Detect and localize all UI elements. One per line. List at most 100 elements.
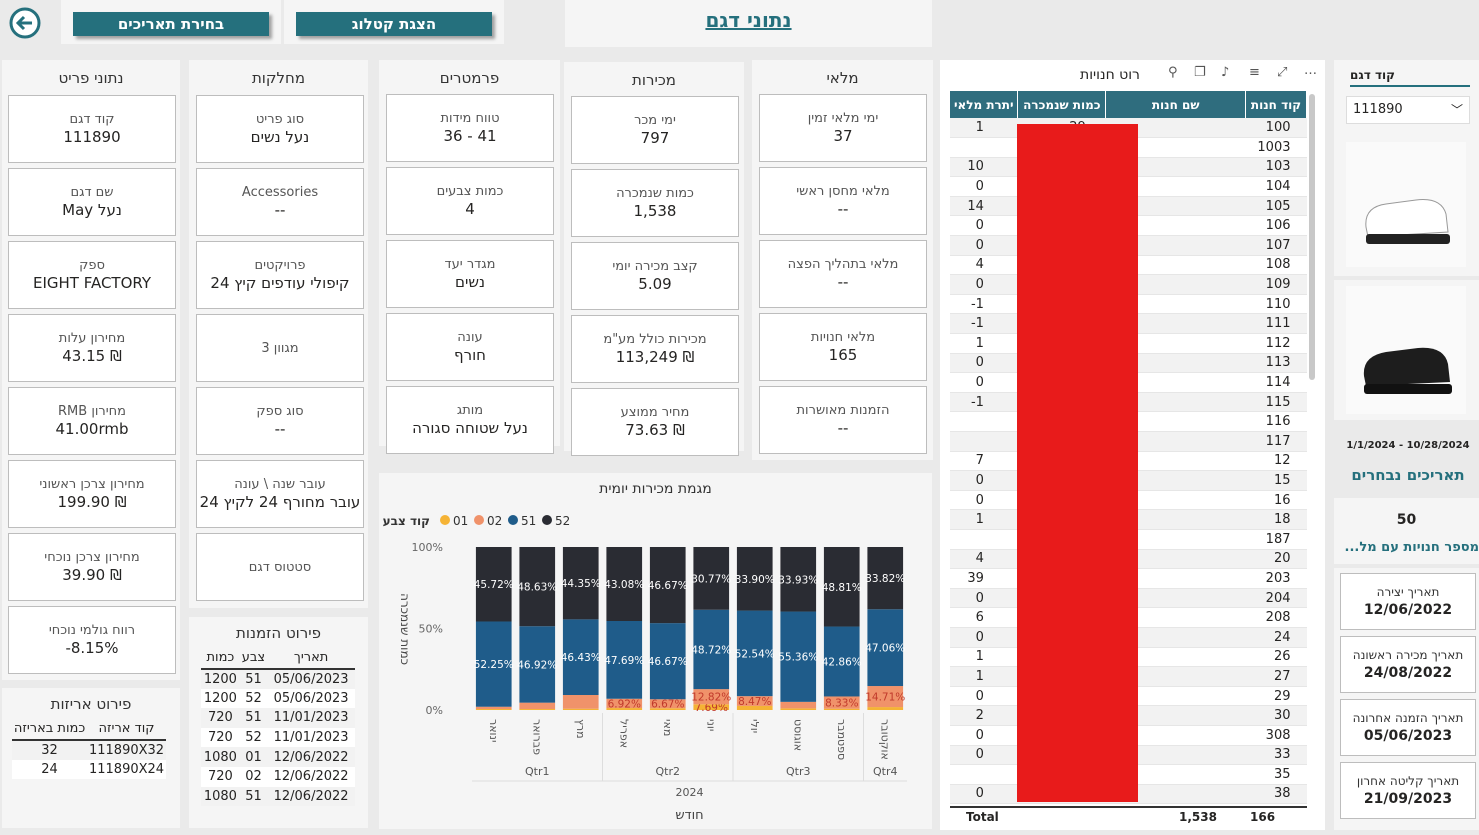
store-stock-cell <box>950 529 1018 550</box>
orders-cell: 1080 <box>201 747 240 767</box>
data-label: 48.81% <box>822 582 862 594</box>
param-card-value: נשים <box>455 273 485 291</box>
stock-card[interactable]: מלאי בתהליך הפצה -- <box>759 240 927 308</box>
data-label: 6.67% <box>651 699 684 711</box>
select-dates-button[interactable]: בחירת תאריכים <box>73 12 269 36</box>
store-name-cell <box>1105 157 1246 178</box>
item-card[interactable]: מחירון עלות 43.15 ₪ <box>8 314 176 382</box>
stock-card[interactable]: מלאי מחסן ראשי -- <box>759 167 927 235</box>
sales-card-value: 797 <box>640 129 670 147</box>
bar-segment-51 <box>519 626 556 703</box>
store-name-cell <box>1105 607 1246 628</box>
orders-row[interactable]: 720 52 11/01/2023 <box>201 727 355 748</box>
data-label: 33.82% <box>865 573 905 585</box>
item-card-value: 111890 <box>63 128 121 146</box>
item-card[interactable]: ספק EIGHT FACTORY <box>8 241 176 309</box>
packaging-cell: 111890X24 <box>87 759 166 780</box>
param-card[interactable]: מגדר יעד נשים <box>386 240 554 308</box>
packaging-row[interactable]: 32 111890X32 <box>12 740 166 760</box>
sales-card[interactable]: מחיר ממוצע 73.63 ₪ <box>571 388 739 456</box>
orders-row[interactable]: 1080 51 12/06/2022 <box>201 786 355 807</box>
sales-card-label: מחיר ממוצע <box>620 405 690 420</box>
orders-row[interactable]: 1200 51 05/06/2023 <box>201 669 355 689</box>
packaging-header-code[interactable]: קוד אריזה <box>87 718 166 741</box>
orders-row[interactable]: 720 02 12/06/2022 <box>201 766 355 787</box>
stock-card-label: מלאי חנויות <box>810 330 876 345</box>
bar-segment-51 <box>606 621 643 699</box>
stores-total-sold: 1,538 <box>1179 810 1217 824</box>
copy-icon[interactable]: ❐ <box>1194 65 1206 80</box>
stores-header-stock[interactable]: יתרת מלאי <box>950 91 1019 118</box>
orders-row[interactable]: 1200 52 05/06/2023 <box>201 688 355 709</box>
store-name-cell <box>1105 451 1246 472</box>
focus-mode-icon[interactable]: ⤢ <box>1277 65 1288 80</box>
filter-icon[interactable]: ≡ <box>1249 65 1260 80</box>
legend-label-52: 52 <box>555 514 570 528</box>
orders-header-color[interactable]: צבע <box>239 647 268 670</box>
item-card[interactable]: קוד דגם 111890 <box>8 95 176 163</box>
y-tick-label: 100% <box>412 541 443 554</box>
show-catalog-button[interactable]: הצגת קטלוג <box>296 12 492 36</box>
store-row[interactable]: 438108 <box>950 255 1307 276</box>
departments-section-title: מחלקות <box>251 69 306 87</box>
item-card[interactable]: מחירון צרכן נוכחי 39.90 ₪ <box>8 533 176 601</box>
item-card-label: RMB מחירון <box>58 404 126 419</box>
bell-icon[interactable]: ♪ <box>1221 65 1230 80</box>
date-info-card[interactable]: תאריך הזמנה אחרונה 05/06/2023 <box>1340 699 1476 756</box>
store-row[interactable]: 0187 <box>950 529 1307 550</box>
stock-section-title: מלאי <box>826 69 859 87</box>
item-card[interactable]: מחירון צרכן ראשוני 199.90 ₪ <box>8 460 176 528</box>
dept-card[interactable]: סוג פריט נעל נשים <box>196 95 364 163</box>
orders-header-date[interactable]: תאריך <box>267 647 355 670</box>
store-code-cell: 204 <box>1245 588 1307 609</box>
bar-segment-51 <box>823 626 860 697</box>
stores-header-name[interactable]: שם חנות <box>1105 91 1246 118</box>
store-name-cell <box>1105 529 1246 550</box>
dept-card[interactable]: עובר שנה \ עונה עובר מחורף 24 לקיץ 24 <box>196 460 364 528</box>
item-card[interactable]: רווח גולמי נוכחי -8.15% <box>8 606 176 674</box>
orders-row[interactable]: 1080 01 12/06/2022 <box>201 747 355 767</box>
dept-card[interactable]: סוג ספק -- <box>196 387 364 455</box>
dept-card-label: Accessories <box>241 185 319 200</box>
sales-card[interactable]: קצב מכירה יומי 5.09 <box>571 242 739 310</box>
sales-card[interactable]: מכירות כולל מע"מ 113,249 ₪ <box>571 315 739 383</box>
param-card[interactable]: כמות צבעים 4 <box>386 167 554 235</box>
bar-segment-52 <box>519 547 556 627</box>
orders-header-qty[interactable]: כמות <box>201 647 240 670</box>
sales-card[interactable]: כמות שנמכרה 1,538 <box>571 169 739 237</box>
store-stock-cell <box>950 431 1018 452</box>
packaging-row[interactable]: 24 111890X24 <box>12 759 166 780</box>
dept-card[interactable]: פרויקטים קיפולי עודפים קיץ 24 <box>196 241 364 309</box>
page-title: נתוני דגם <box>705 8 792 32</box>
stores-scrollbar[interactable] <box>1309 94 1315 380</box>
store-row[interactable]: 04333 <box>950 745 1307 766</box>
stock-card[interactable]: ימי מלאי זמין 37 <box>759 94 927 162</box>
bar-segment-01 <box>649 708 686 710</box>
param-card[interactable]: טווח מידות 36 - 41 <box>386 94 554 162</box>
dept-card[interactable]: סטטוס דגם <box>196 533 364 601</box>
sales-card[interactable]: ימי מכר 797 <box>571 96 739 164</box>
param-card[interactable]: עונה חורף <box>386 313 554 381</box>
more-options-icon[interactable]: … <box>1304 63 1317 78</box>
model-code-dropdown[interactable]: 111890 ﹀ <box>1346 96 1470 124</box>
stock-card[interactable]: מלאי חנויות 165 <box>759 313 927 381</box>
item-card[interactable]: RMB מחירון 41.00rmb <box>8 387 176 455</box>
date-info-card[interactable]: תאריך קליטה אחרון 21/09/2023 <box>1340 762 1476 819</box>
dept-card[interactable]: מגוון 3 <box>196 314 364 382</box>
catalog-button-area: הצגת קטלוג <box>284 0 504 44</box>
store-name-cell <box>1105 745 1246 766</box>
store-row[interactable]: 04524 <box>950 627 1307 648</box>
stock-card[interactable]: הזמנות מאושרות -- <box>759 386 927 454</box>
item-card[interactable]: שם דגם May נעל <box>8 168 176 236</box>
dept-card[interactable]: Accessories -- <box>196 168 364 236</box>
stores-header-code[interactable]: קוד חנות <box>1245 91 1307 118</box>
orders-row[interactable]: 720 51 11/01/2023 <box>201 708 355 728</box>
back-arrow-icon[interactable] <box>9 7 41 39</box>
store-stock-cell: 1 <box>950 509 1018 530</box>
date-info-card[interactable]: תאריך יצירה 12/06/2022 <box>1340 573 1476 630</box>
param-card[interactable]: מותג נעל שטוחה סגורה <box>386 386 554 454</box>
pin-icon[interactable]: ⚲ <box>1168 65 1178 80</box>
stores-header-sold[interactable]: כמות שנמכרה <box>1017 91 1107 118</box>
packaging-header-qty[interactable]: כמות באריזה <box>12 718 88 741</box>
date-info-card[interactable]: תאריך מכירה ראשונה 24/08/2022 <box>1340 636 1476 693</box>
